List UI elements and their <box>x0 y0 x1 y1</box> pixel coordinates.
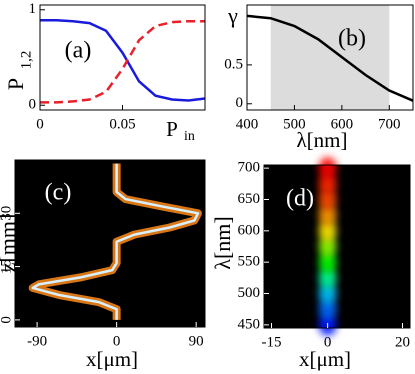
panel-label: (b) <box>338 26 366 52</box>
spectral-spot <box>318 282 337 305</box>
y-tick-label: 0 <box>29 97 37 113</box>
curve <box>246 14 414 102</box>
y-axis-label: z[mm] <box>0 214 20 273</box>
x-tick-label: -15 <box>261 334 281 350</box>
x-axis-label: λ[nm] <box>296 128 347 152</box>
x-axis-label: P <box>166 117 178 141</box>
x-tick-label: 0 <box>324 334 332 350</box>
y-tick-label: 650 <box>238 191 261 207</box>
spectral-spot <box>318 172 337 195</box>
x-tick-label: 0 <box>113 333 121 349</box>
spectral-spot <box>318 298 337 321</box>
x-axis-label: x[μm] <box>299 347 351 371</box>
y-tick-label: 30 <box>0 206 14 221</box>
x-tick-label: 0 <box>36 116 44 132</box>
spectral-spot <box>318 188 337 211</box>
x-tick-label: -90 <box>27 333 47 349</box>
x-tick-label: 20 <box>395 334 410 350</box>
beam-core <box>31 163 200 320</box>
plot-frame <box>246 4 414 111</box>
x-axis-label-sub: in <box>184 129 195 144</box>
panel-label: (d) <box>286 186 314 212</box>
plot-frame <box>263 164 411 329</box>
panel-label: (c) <box>45 180 72 206</box>
x-tick-label: 600 <box>331 116 354 132</box>
curve <box>40 19 205 104</box>
spectral-spot <box>318 219 337 242</box>
panel-label: (a) <box>65 38 92 64</box>
spectral-spot <box>318 235 337 258</box>
y-tick-label: 700 <box>238 160 261 176</box>
x-tick-label: 90 <box>189 333 204 349</box>
x-tick-label: 500 <box>283 116 306 132</box>
shaded-region <box>270 5 390 110</box>
spectral-spot <box>318 251 337 274</box>
y-tick-label: 1 <box>29 1 37 17</box>
spectral-spot <box>318 266 337 289</box>
y-axis-label: γ <box>227 3 238 28</box>
x-axis-label: x[μm] <box>86 347 138 371</box>
curve <box>40 19 206 102</box>
y-tick-label: 0 <box>0 316 14 324</box>
plot-background <box>264 165 410 328</box>
plot-frame <box>14 159 206 328</box>
y-tick-label: 15 <box>0 259 14 274</box>
spectral-spot <box>318 204 337 227</box>
y-tick-label: 0.5 <box>224 56 243 72</box>
y-tick-label: 550 <box>238 254 261 270</box>
x-tick-label: 0.05 <box>109 116 135 132</box>
x-tick-label: 700 <box>378 116 401 132</box>
y-axis-label-sub: 1,2 <box>18 51 34 70</box>
plot-background <box>15 160 205 327</box>
spectral-spot <box>318 157 337 180</box>
y-tick-label: 500 <box>238 285 261 301</box>
y-tick-label: 0 <box>236 95 244 111</box>
y-tick-label: 450 <box>238 316 261 332</box>
x-tick-label: 400 <box>236 116 259 132</box>
y-axis-label: λ[nm] <box>210 216 235 269</box>
y-tick-label: 600 <box>238 222 261 238</box>
y-axis-label: P <box>3 78 28 90</box>
